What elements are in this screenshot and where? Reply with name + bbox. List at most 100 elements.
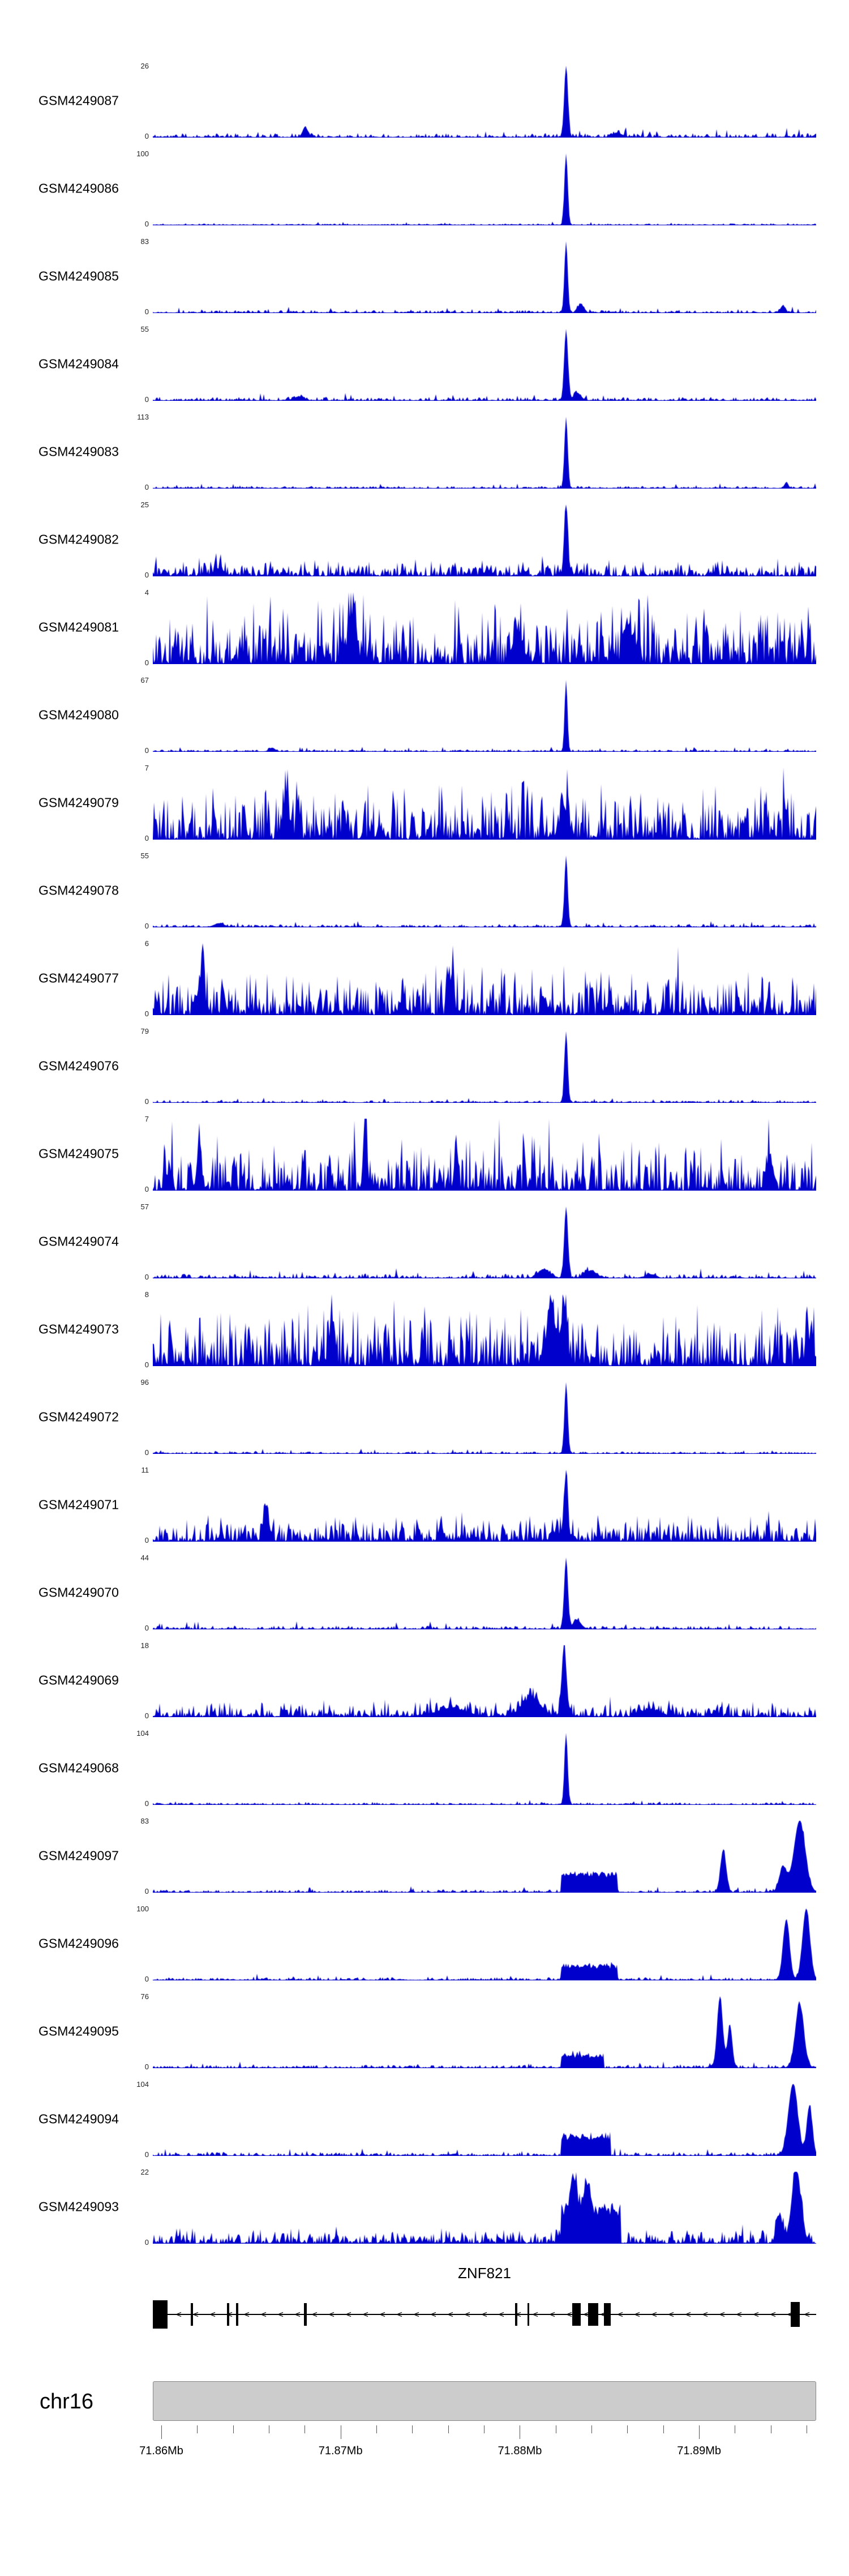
track-row: GSM4249077 6 0: [0, 934, 849, 1022]
track-label: GSM4249078: [38, 883, 119, 897]
track-ymax-label: 7: [144, 1115, 149, 1123]
strand-arrow-icon: <: [465, 2309, 470, 2320]
strand-arrow-icon: <: [346, 2309, 351, 2320]
track-label: GSM4249080: [38, 707, 119, 722]
track-signal-canvas: [153, 1557, 816, 1629]
gene-exon: [235, 2303, 238, 2326]
track-plot-area: [153, 1732, 816, 1805]
track-ymax-label: 83: [140, 1817, 149, 1825]
strand-arrow-icon: <: [329, 2309, 335, 2320]
track-plot-area: [153, 1381, 816, 1454]
gene-exon: [588, 2303, 598, 2326]
track-label: GSM4249095: [38, 2023, 119, 2038]
strand-arrow-icon: <: [482, 2309, 487, 2320]
track-signal-canvas: [153, 1469, 816, 1542]
track-ymin-label: 0: [144, 132, 149, 140]
track-row: GSM4249083 113 0: [0, 408, 849, 495]
track-ymax-label: 104: [136, 1729, 149, 1738]
gene-name-label: ZNF821: [458, 2265, 511, 2282]
track-signal-canvas: [153, 1030, 816, 1103]
track-signal-canvas: [153, 241, 816, 313]
track-row: GSM4249093 22 0: [0, 2163, 849, 2250]
track-label: GSM4249094: [38, 2111, 119, 2126]
track-label: GSM4249077: [38, 970, 119, 985]
track-ymin-label: 0: [144, 1711, 149, 1720]
track-ymin-label: 0: [144, 2238, 149, 2246]
gene-exon: [190, 2303, 193, 2326]
track-signal-canvas: [153, 2171, 816, 2244]
track-plot-area: [153, 328, 816, 401]
track-ymin-label: 0: [144, 571, 149, 579]
track-plot-area: [153, 1030, 816, 1103]
ruler-minor-tick: [412, 2425, 413, 2433]
track-label: GSM4249087: [38, 93, 119, 108]
track-signal-canvas: [153, 943, 816, 1015]
track-ymax-label: 22: [140, 2168, 149, 2176]
chromosome-label: chr16: [40, 2390, 94, 2414]
track-ymax-label: 57: [140, 1203, 149, 1211]
strand-arrow-icon: <: [397, 2309, 402, 2320]
ruler-tick-label: 71.89Mb: [677, 2445, 722, 2457]
strand-arrow-icon: <: [618, 2309, 623, 2320]
track-ymax-label: 44: [140, 1554, 149, 1562]
ruler-minor-tick: [627, 2425, 628, 2433]
strand-arrow-icon: <: [380, 2309, 385, 2320]
track-row: GSM4249096 100 0: [0, 1899, 849, 1987]
track-ymax-label: 8: [144, 1290, 149, 1299]
track-label: GSM4249093: [38, 2199, 119, 2214]
track-ymax-label: 18: [140, 1641, 149, 1650]
track-plot-area: [153, 65, 816, 138]
track-signal-canvas: [153, 1206, 816, 1278]
track-ymax-label: 96: [140, 1378, 149, 1387]
ruler-minor-tick: [591, 2425, 593, 2433]
track-ymin-label: 0: [144, 922, 149, 930]
track-row: GSM4249085 83 0: [0, 232, 849, 320]
track-ymin-label: 0: [144, 1273, 149, 1281]
track-ymin-label: 0: [144, 2062, 149, 2071]
strand-arrow-icon: <: [431, 2309, 436, 2320]
ruler-minor-tick: [663, 2425, 664, 2433]
track-row: GSM4249079 7 0: [0, 759, 849, 846]
track-plot-area: [153, 2171, 816, 2244]
strand-arrow-icon: <: [787, 2309, 793, 2320]
track-ymin-label: 0: [144, 483, 149, 491]
strand-arrow-icon: <: [804, 2309, 810, 2320]
gene-exon: [304, 2303, 307, 2326]
track-signal-canvas: [153, 767, 816, 840]
strand-arrow-icon: <: [634, 2309, 640, 2320]
track-ymax-label: 67: [140, 676, 149, 684]
chromosome-ideogram: [153, 2381, 816, 2421]
track-ymax-label: 25: [140, 500, 149, 509]
track-label: GSM4249081: [38, 619, 119, 634]
track-ymax-label: 104: [136, 2080, 149, 2089]
strand-arrow-icon: <: [516, 2309, 521, 2320]
track-ymin-label: 0: [144, 307, 149, 316]
gene-exon: [572, 2303, 581, 2326]
track-label: GSM4249068: [38, 1760, 119, 1775]
ruler-minor-tick: [197, 2425, 198, 2433]
track-ymin-label: 0: [144, 1185, 149, 1193]
track-row: GSM4249080 67 0: [0, 671, 849, 759]
track-ymax-label: 7: [144, 764, 149, 772]
track-ymax-label: 79: [140, 1027, 149, 1035]
track-label: GSM4249084: [38, 356, 119, 371]
track-ymin-label: 0: [144, 1975, 149, 1983]
ruler-tick-label: 71.86Mb: [139, 2445, 183, 2457]
track-ymin-label: 0: [144, 746, 149, 755]
track-ymin-label: 0: [144, 1448, 149, 1457]
track-row: GSM4249076 79 0: [0, 1022, 849, 1110]
track-ymax-label: 26: [140, 62, 149, 70]
track-ymax-label: 100: [136, 149, 149, 158]
track-ymin-label: 0: [144, 1887, 149, 1895]
track-signal-canvas: [153, 1294, 816, 1366]
gene-exon: [153, 2300, 168, 2329]
track-row: GSM4249070 44 0: [0, 1548, 849, 1636]
track-row: GSM4249069 18 0: [0, 1636, 849, 1724]
gene-intron-line: [153, 2314, 816, 2315]
strand-arrow-icon: <: [668, 2309, 674, 2320]
track-plot-area: [153, 1469, 816, 1542]
track-label: GSM4249096: [38, 1936, 119, 1950]
strand-arrow-icon: <: [363, 2309, 368, 2320]
track-ymin-label: 0: [144, 395, 149, 404]
